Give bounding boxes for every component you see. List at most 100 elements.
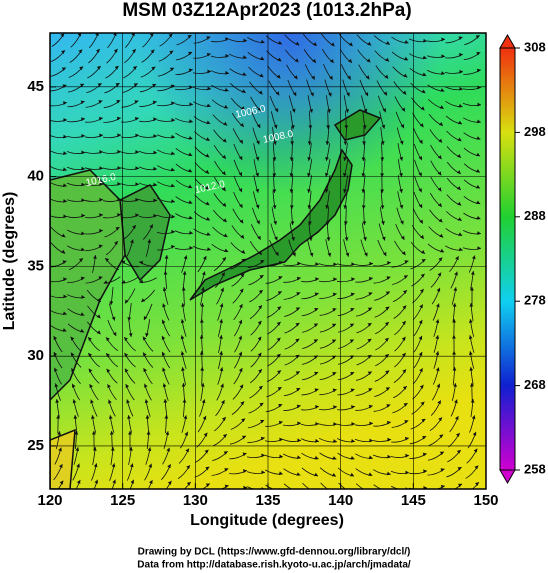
arrowhead	[418, 351, 423, 356]
arrowhead	[437, 272, 442, 277]
arrowhead	[422, 452, 427, 457]
arrowhead	[403, 403, 408, 407]
arrowhead	[333, 439, 337, 443]
arrowhead	[385, 370, 390, 375]
arrowhead	[255, 172, 260, 177]
arrowhead	[169, 67, 174, 72]
arrowhead	[225, 37, 229, 42]
arrowhead	[368, 292, 373, 296]
arrowhead	[143, 352, 147, 357]
arrowhead	[113, 33, 117, 37]
arrowhead	[348, 42, 353, 46]
arrowhead	[290, 125, 295, 129]
arrowhead	[368, 404, 373, 409]
arrowhead	[327, 252, 332, 257]
arrowhead	[279, 437, 283, 442]
arrowhead	[458, 232, 463, 236]
arrowhead	[441, 37, 445, 42]
streamlines	[50, 33, 482, 489]
arrowhead	[180, 319, 185, 324]
arrowhead	[124, 337, 128, 341]
arrowhead	[261, 453, 265, 458]
arrowhead	[401, 107, 406, 112]
arrowhead	[470, 271, 475, 275]
arrowhead	[381, 221, 385, 225]
arrowhead	[441, 54, 445, 59]
arrowhead	[111, 316, 116, 321]
arrowhead	[438, 257, 443, 262]
arrowhead	[386, 420, 391, 425]
arrowhead	[223, 121, 228, 126]
arrowhead	[180, 335, 185, 340]
arrowhead	[130, 239, 134, 244]
arrowhead	[454, 271, 458, 276]
arrowhead	[168, 33, 173, 38]
arrowhead	[115, 226, 120, 231]
arrowhead	[297, 438, 301, 443]
arrowhead	[238, 172, 243, 177]
arrowhead	[205, 483, 210, 487]
arrowhead	[350, 388, 355, 393]
arrowhead	[219, 367, 224, 372]
arrowhead	[469, 367, 474, 371]
arrowhead	[272, 157, 277, 161]
arrowhead	[289, 205, 294, 209]
arrowhead	[289, 157, 294, 161]
arrowhead	[148, 463, 152, 468]
arrowhead	[333, 405, 337, 410]
coastline	[189, 148, 353, 301]
arrowhead	[307, 205, 312, 209]
arrowhead	[181, 303, 186, 307]
arrowhead	[162, 383, 167, 388]
arrowhead	[153, 150, 157, 155]
arrowhead	[458, 103, 463, 108]
arrowhead	[223, 451, 228, 455]
arrowhead	[404, 436, 409, 441]
arrowhead	[188, 135, 193, 140]
arrowhead	[273, 220, 278, 225]
arrowhead	[117, 213, 121, 217]
arrowhead	[419, 219, 423, 224]
arrowhead	[456, 450, 461, 454]
arrowhead	[313, 339, 318, 343]
arrowhead	[206, 103, 211, 108]
arrowhead	[255, 204, 260, 209]
arrowhead	[222, 218, 227, 222]
arrowhead	[367, 323, 372, 327]
arrowhead	[149, 33, 154, 37]
arrowhead	[385, 291, 390, 295]
arrowhead	[469, 303, 474, 307]
arrowhead	[362, 141, 366, 145]
x-tick-label: 120	[37, 492, 62, 509]
arrowhead	[399, 156, 404, 161]
arrowhead	[258, 250, 262, 255]
arrowhead	[207, 69, 211, 74]
arrowhead	[166, 447, 170, 452]
x-tick-label: 150	[473, 492, 498, 509]
arrowhead	[202, 415, 207, 420]
arrowhead	[132, 49, 136, 53]
arrowhead	[423, 38, 427, 43]
arrowhead	[308, 237, 313, 241]
arrowhead	[88, 337, 92, 342]
arrowhead	[200, 367, 205, 371]
arrowhead	[362, 221, 367, 225]
streamline	[355, 483, 364, 489]
arrowhead	[402, 386, 407, 390]
arrowhead	[399, 204, 404, 209]
arrowhead	[184, 431, 188, 436]
arrowhead	[440, 88, 445, 92]
arrowhead	[126, 399, 130, 404]
arrowhead	[77, 33, 82, 37]
arrowhead	[219, 351, 223, 355]
arrowhead	[345, 108, 349, 113]
arrowhead	[221, 187, 226, 191]
arrowhead	[90, 399, 94, 404]
arrowhead	[220, 383, 224, 388]
arrowhead	[259, 402, 264, 407]
arrowhead	[79, 66, 84, 71]
arrowhead	[135, 197, 139, 202]
arrowhead	[135, 213, 139, 218]
arrowhead	[453, 287, 458, 292]
arrowhead	[81, 166, 85, 171]
